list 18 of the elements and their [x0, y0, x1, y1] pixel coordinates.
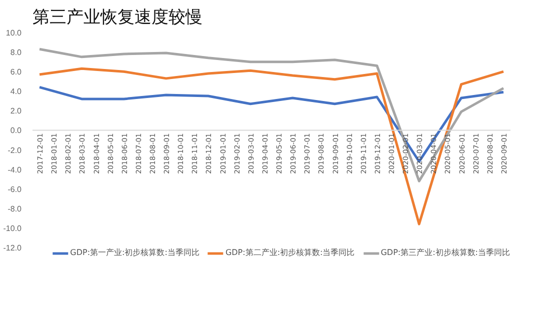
y-tick-label: -12.0 [3, 244, 22, 252]
y-tick-label: -6.0 [8, 184, 22, 194]
y-tick-label: -10.0 [3, 224, 22, 233]
legend-label: GDP:第三产业:初步核算数:当季同比 [380, 247, 510, 258]
y-tick-label: 8.0 [10, 48, 22, 58]
y-tick-label: -8.0 [8, 204, 22, 214]
y-tick-label: 10.0 [6, 28, 22, 38]
y-tick-label: 2.0 [10, 106, 22, 116]
y-tick-label: 4.0 [10, 87, 22, 96]
y-tick-label: -4.0 [8, 165, 22, 174]
line-series [38, 67, 505, 226]
y-tick-label: -2.0 [8, 146, 22, 155]
chart-title: 第三产业恢复速度较慢 [32, 8, 202, 28]
legend-label: GDP:第一产业:初步核算数:当季同比 [70, 247, 200, 258]
y-tick-label: 0.0 [10, 126, 22, 136]
y-tick-label: 6.0 [10, 68, 22, 77]
legend-label: GDP:第二产业:初步核算数:当季同比 [225, 247, 355, 258]
line-series [38, 48, 505, 182]
